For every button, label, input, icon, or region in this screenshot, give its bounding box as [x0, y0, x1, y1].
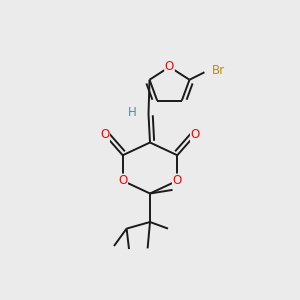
Text: O: O — [173, 174, 182, 187]
Text: O: O — [118, 174, 127, 187]
Text: O: O — [100, 128, 109, 141]
Text: H: H — [128, 106, 136, 119]
Text: O: O — [191, 128, 200, 141]
Text: Br: Br — [212, 64, 225, 77]
Text: O: O — [165, 60, 174, 74]
